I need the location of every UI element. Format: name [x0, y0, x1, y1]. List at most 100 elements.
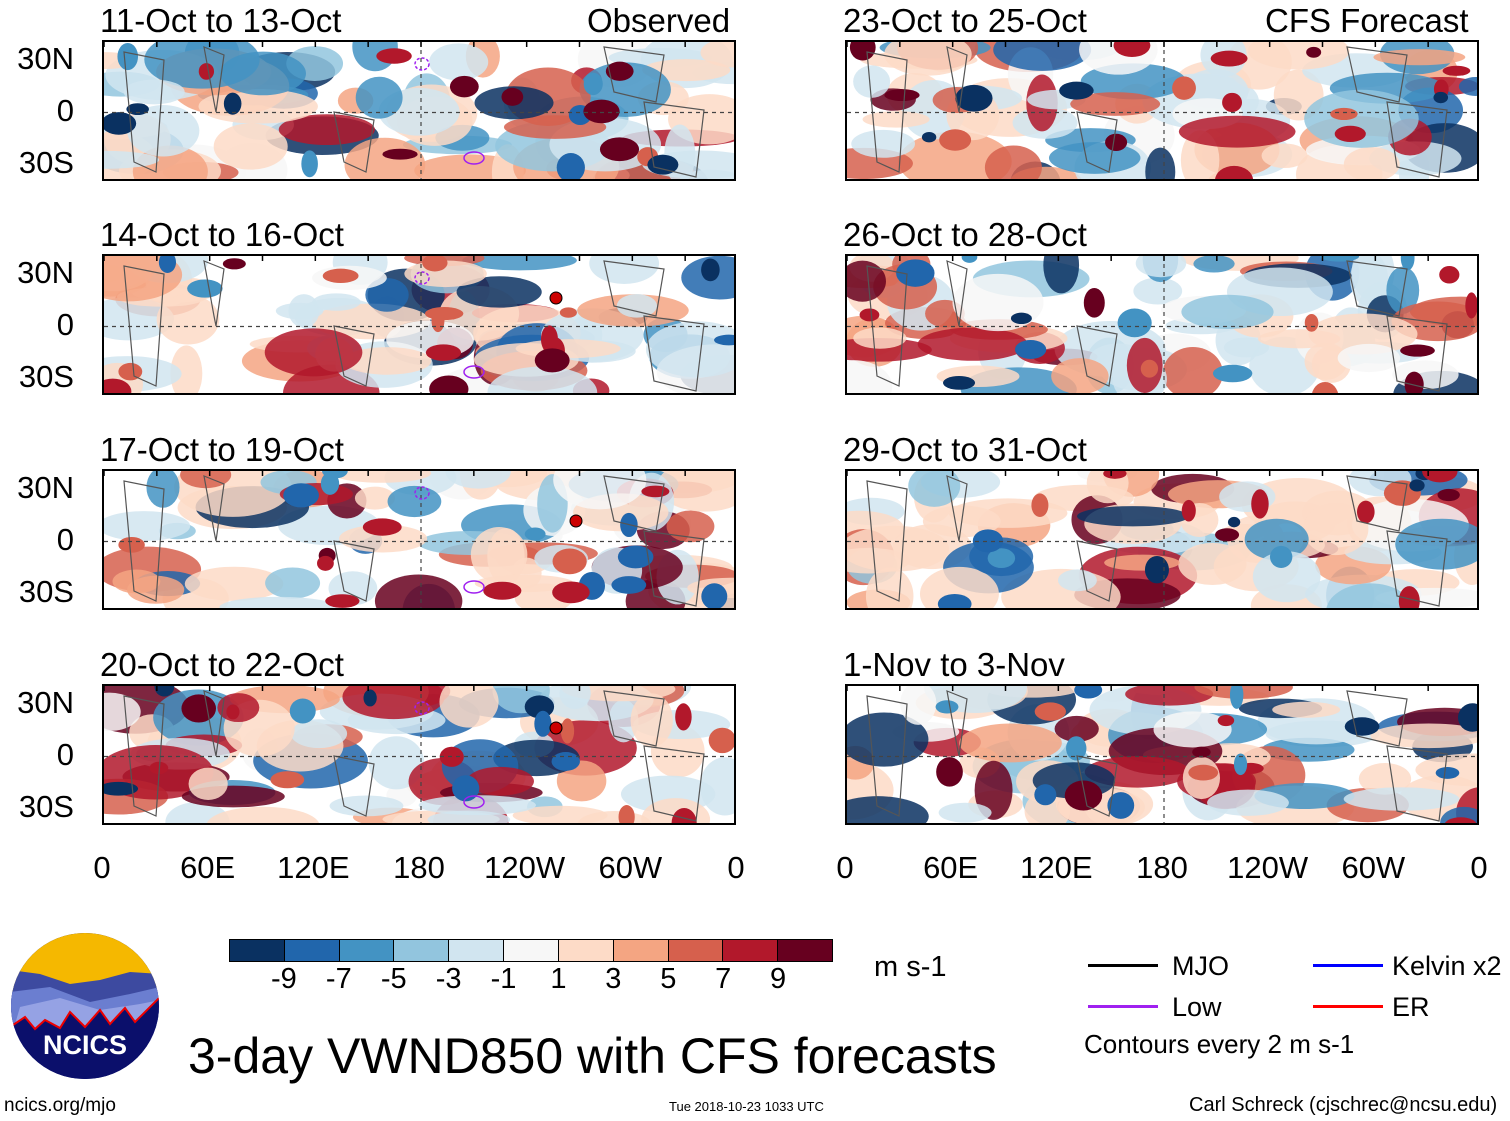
lat-label: 30N: [17, 470, 74, 505]
wind-anomaly-blob: [1048, 142, 1141, 174]
coastline: [1386, 315, 1448, 392]
wind-anomaly-blob: [919, 566, 999, 608]
lon-label: 0: [1470, 850, 1488, 885]
wind-anomaly-blob: [556, 760, 607, 802]
coastline: [123, 265, 165, 387]
lon-label: 120E: [277, 850, 350, 885]
wind-anomaly-core: [452, 775, 480, 802]
wind-anomaly-blob: [1054, 715, 1099, 742]
wind-anomaly-core: [1227, 516, 1241, 528]
vwnd-map-panel: [102, 684, 736, 825]
wind-anomaly-core: [987, 548, 1016, 569]
wind-anomaly-blob: [1153, 711, 1232, 748]
colorbar-swatch: [394, 940, 450, 961]
wind-anomaly-blob: [265, 567, 321, 599]
wind-anomaly-core: [552, 581, 590, 604]
wind-anomaly-core: [117, 42, 139, 71]
lon-label: 60E: [180, 850, 236, 885]
wind-anomaly-blob: [630, 693, 673, 747]
wind-anomaly-core: [935, 700, 959, 714]
coastline: [603, 46, 665, 103]
wind-anomaly-core: [605, 61, 634, 81]
coastline: [1076, 755, 1118, 817]
wind-anomaly-blob: [1247, 42, 1350, 70]
wind-anomaly-blob: [847, 796, 929, 823]
wind-anomaly-core: [198, 63, 215, 80]
wind-anomaly-core: [429, 375, 469, 393]
wind-anomaly-core: [1107, 792, 1135, 819]
wind-anomaly-blob: [862, 111, 930, 128]
footer-url[interactable]: ncics.org/mjo: [4, 1095, 116, 1116]
wind-anomaly-core: [884, 89, 920, 102]
colorbar-swatch: [449, 940, 505, 961]
wind-anomaly-core: [317, 555, 334, 571]
wind-anomaly-blob: [938, 802, 992, 823]
wind-anomaly-core: [1113, 42, 1151, 57]
colorbar-swatch: [778, 940, 832, 961]
wind-anomaly-core: [223, 92, 242, 115]
wind-anomaly-core: [1400, 344, 1435, 357]
wind-anomaly-core: [1344, 717, 1380, 736]
lat-label: 30N: [17, 685, 74, 720]
wind-anomaly-core: [1330, 107, 1358, 121]
wind-anomaly-blob: [290, 719, 348, 749]
wind-anomaly-core: [104, 112, 137, 135]
legend-label-er: ER: [1392, 992, 1430, 1022]
wind-anomaly-core: [1435, 767, 1460, 779]
coastline: [1076, 540, 1118, 602]
lon-label: 0: [836, 850, 854, 885]
wind-anomaly-blob: [1458, 77, 1477, 96]
coastline: [333, 755, 375, 817]
wind-anomaly-blob: [1070, 92, 1161, 116]
wind-anomaly-blob: [219, 596, 338, 608]
wind-anomaly-core: [611, 576, 647, 594]
wind-anomaly-core: [1010, 312, 1032, 325]
wind-anomaly-blob: [343, 347, 432, 375]
wind-anomaly-core: [1304, 313, 1319, 332]
lon-label: 120W: [484, 850, 566, 885]
wind-anomaly-core: [1422, 471, 1458, 483]
wind-anomaly-core: [283, 483, 319, 508]
wind-anomaly-blob: [1193, 256, 1235, 273]
coastline: [1346, 475, 1408, 532]
lon-label: 0: [93, 850, 111, 885]
wind-anomaly-core: [701, 258, 720, 282]
wind-anomaly-core: [1144, 556, 1169, 584]
wind-anomaly-core: [382, 148, 418, 160]
wind-anomaly-core: [483, 581, 522, 600]
wind-anomaly-core: [1117, 308, 1152, 338]
wind-anomaly-blob: [374, 574, 463, 608]
wind-anomaly-core: [1357, 500, 1375, 524]
wind-anomaly-core: [187, 279, 223, 298]
wind-anomaly-core: [955, 84, 993, 112]
coastline: [643, 745, 705, 822]
wind-anomaly-core: [1334, 125, 1366, 143]
wind-anomaly-blob: [917, 327, 1028, 361]
wind-anomaly-blob: [445, 471, 511, 489]
wind-anomaly-blob: [1194, 686, 1293, 699]
wind-anomaly-blob: [952, 273, 1044, 332]
wind-anomaly-blob: [429, 43, 489, 81]
wind-anomaly-core: [1442, 65, 1471, 76]
colorbar-tick-label: 9: [770, 963, 787, 995]
wind-anomaly-blob: [1133, 277, 1183, 305]
lon-label: 180: [1136, 850, 1188, 885]
legend-line-low: [1088, 1005, 1158, 1008]
wind-anomaly-blob: [900, 686, 937, 725]
wind-anomaly-core: [943, 376, 976, 390]
wind-anomaly-core: [449, 75, 479, 98]
wind-anomaly-blob: [847, 360, 893, 393]
wind-anomaly-blob: [1370, 723, 1477, 749]
vwnd-map-panel: [845, 40, 1479, 181]
wind-anomaly-blob: [104, 297, 175, 341]
wind-anomaly-blob: [553, 471, 647, 510]
wind-anomaly-core: [714, 334, 734, 346]
low-contour: [463, 580, 485, 594]
wind-anomaly-blob: [387, 485, 442, 518]
wind-anomaly-blob: [188, 767, 228, 801]
coastline: [123, 51, 165, 173]
coastline: [603, 260, 665, 317]
wind-anomaly-core: [1306, 46, 1322, 58]
wind-anomaly-core: [104, 378, 132, 393]
wind-anomaly-blob: [329, 795, 404, 817]
